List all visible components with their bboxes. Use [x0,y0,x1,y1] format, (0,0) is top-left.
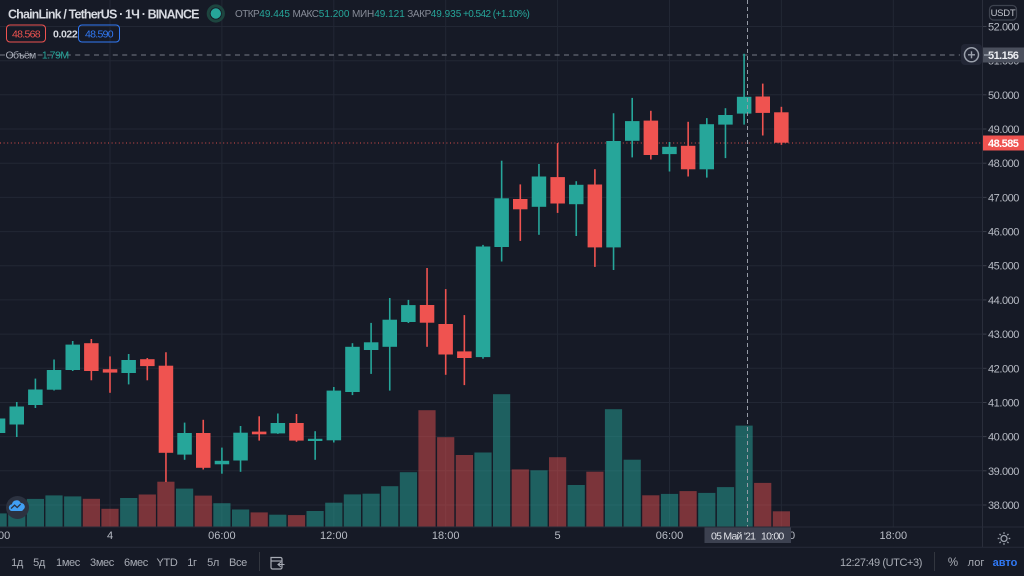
svg-text:3мес: 3мес [90,557,115,569]
svg-text:06:00: 06:00 [656,530,684,542]
svg-text:лог: лог [968,557,985,569]
svg-text:41.000: 41.000 [988,398,1019,410]
svg-text:48.568: 48.568 [12,29,41,41]
svg-text:1д: 1д [11,557,24,569]
svg-text:12:27:49 (UTC+3): 12:27:49 (UTC+3) [840,557,922,569]
svg-text:ChainLink / TetherUS · 1Ч · BI: ChainLink / TetherUS · 1Ч · BINANCE [8,8,199,22]
svg-text:52.000: 52.000 [988,22,1019,34]
svg-text:48.000: 48.000 [988,158,1019,170]
svg-text:49.121: 49.121 [374,9,405,20]
svg-text:39.000: 39.000 [988,466,1019,478]
svg-text:18:00: 18:00 [432,530,460,542]
svg-text:1г: 1г [187,557,197,569]
svg-text:06:00: 06:00 [208,530,236,542]
svg-text:ЗАКР: ЗАКР [407,9,431,20]
svg-text:МИН: МИН [352,9,374,20]
svg-text:%: % [948,557,958,569]
svg-text:0.022: 0.022 [53,29,78,41]
svg-text:4: 4 [107,530,113,542]
svg-text:43.000: 43.000 [988,329,1019,341]
svg-text:YTD: YTD [157,557,178,569]
svg-text:5л: 5л [207,557,219,569]
svg-text:10:00: 10:00 [761,531,784,543]
svg-text:46.000: 46.000 [988,227,1019,239]
svg-text:Объём: Объём [6,50,37,62]
svg-text:49.445: 49.445 [259,9,290,20]
svg-text:ОТКР: ОТКР [235,9,260,20]
svg-text:42.000: 42.000 [988,363,1019,375]
svg-text:48.590: 48.590 [85,29,114,41]
svg-text:45.000: 45.000 [988,261,1019,273]
svg-text:18:00: 18:00 [0,530,10,542]
svg-text:5д: 5д [33,557,46,569]
svg-text:40.000: 40.000 [988,432,1019,444]
svg-text:38.000: 38.000 [988,500,1019,512]
svg-text:18:00: 18:00 [880,530,908,542]
svg-text:44.000: 44.000 [988,295,1019,307]
svg-text:50.000: 50.000 [988,90,1019,102]
svg-text:51.200: 51.200 [319,9,350,20]
svg-text:авто: авто [993,557,1018,569]
svg-text:1.79M: 1.79M [42,50,69,62]
svg-text:USDT: USDT [991,8,1016,19]
svg-text:49.935: 49.935 [431,9,462,20]
svg-text:Все: Все [229,557,247,569]
svg-text:1мес: 1мес [56,557,81,569]
svg-text:47.000: 47.000 [988,192,1019,204]
svg-text:6мес: 6мес [124,557,149,569]
svg-text:+0.542 (+1.10%): +0.542 (+1.10%) [463,9,529,20]
svg-text:49.000: 49.000 [988,124,1019,136]
svg-text:48.585: 48.585 [988,138,1019,150]
svg-text:5: 5 [555,530,561,542]
svg-text:12:00: 12:00 [320,530,348,542]
svg-text:МАКС: МАКС [293,9,319,20]
svg-text:51.156: 51.156 [988,50,1019,62]
svg-text:05 Май '21: 05 Май '21 [711,531,756,543]
